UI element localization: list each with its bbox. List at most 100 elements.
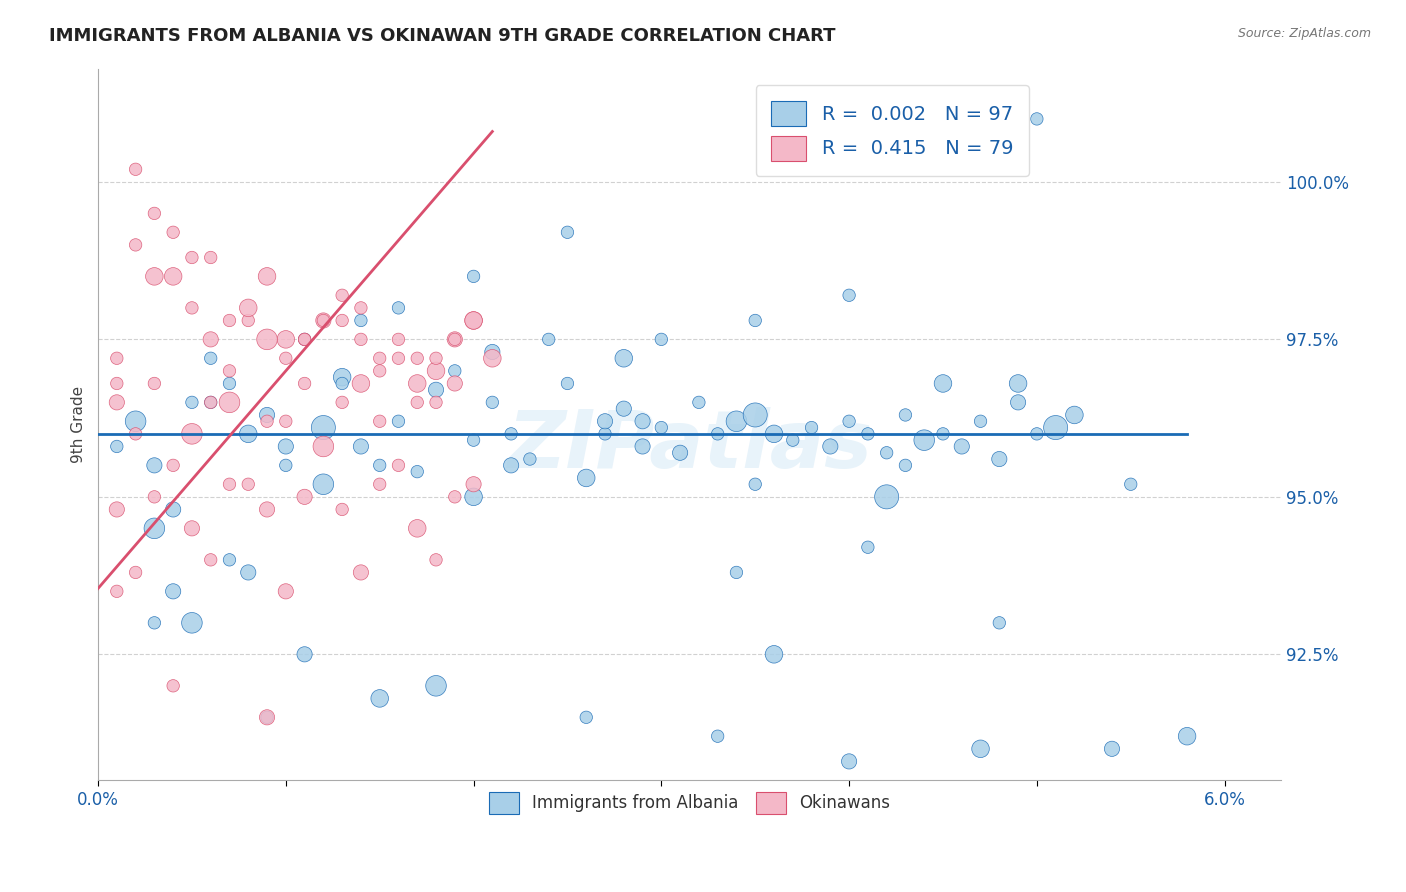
Point xyxy=(876,446,898,460)
Point xyxy=(425,553,447,567)
Point xyxy=(124,426,146,441)
Point xyxy=(406,395,429,409)
Point xyxy=(368,477,391,491)
Point xyxy=(387,414,409,428)
Point xyxy=(368,351,391,366)
Point xyxy=(593,426,616,441)
Point xyxy=(200,351,222,366)
Point xyxy=(443,376,465,391)
Point xyxy=(387,301,409,315)
Point xyxy=(988,452,1011,467)
Point xyxy=(238,566,260,580)
Point xyxy=(105,376,128,391)
Point xyxy=(425,395,447,409)
Point xyxy=(218,477,240,491)
Point xyxy=(294,332,316,346)
Point xyxy=(238,477,260,491)
Point xyxy=(501,458,523,473)
Point xyxy=(350,313,373,327)
Point xyxy=(932,426,955,441)
Point xyxy=(443,490,465,504)
Point xyxy=(463,433,485,447)
Point xyxy=(238,313,260,327)
Point xyxy=(425,383,447,397)
Point xyxy=(350,332,373,346)
Point xyxy=(613,401,636,416)
Point xyxy=(218,553,240,567)
Point xyxy=(631,440,654,454)
Point xyxy=(218,364,240,378)
Point xyxy=(368,458,391,473)
Point xyxy=(274,458,297,473)
Point xyxy=(443,332,465,346)
Point xyxy=(256,408,278,422)
Point xyxy=(294,332,316,346)
Point xyxy=(330,502,353,516)
Point xyxy=(932,376,955,391)
Point xyxy=(650,420,672,434)
Point xyxy=(1175,729,1198,743)
Point xyxy=(838,414,860,428)
Text: Source: ZipAtlas.com: Source: ZipAtlas.com xyxy=(1237,27,1371,40)
Point xyxy=(181,251,204,265)
Point xyxy=(425,679,447,693)
Point xyxy=(350,376,373,391)
Point xyxy=(294,332,316,346)
Point xyxy=(706,426,728,441)
Point xyxy=(330,313,353,327)
Point xyxy=(912,433,935,447)
Point xyxy=(368,414,391,428)
Point xyxy=(613,351,636,366)
Y-axis label: 9th Grade: 9th Grade xyxy=(72,386,86,463)
Point xyxy=(181,521,204,535)
Point xyxy=(350,440,373,454)
Point xyxy=(256,710,278,724)
Point xyxy=(312,420,335,434)
Point xyxy=(463,490,485,504)
Point xyxy=(800,420,823,434)
Point xyxy=(274,351,297,366)
Point xyxy=(725,414,748,428)
Point xyxy=(312,313,335,327)
Point xyxy=(124,162,146,177)
Point xyxy=(1007,395,1029,409)
Point xyxy=(425,364,447,378)
Point xyxy=(162,502,184,516)
Point xyxy=(762,426,785,441)
Point xyxy=(1063,408,1085,422)
Point xyxy=(387,458,409,473)
Point xyxy=(463,477,485,491)
Point xyxy=(744,477,766,491)
Point xyxy=(143,376,166,391)
Point xyxy=(181,615,204,630)
Point xyxy=(406,376,429,391)
Point xyxy=(330,395,353,409)
Point xyxy=(463,313,485,327)
Point xyxy=(124,238,146,252)
Point xyxy=(501,426,523,441)
Point xyxy=(688,395,710,409)
Point xyxy=(218,395,240,409)
Point xyxy=(105,351,128,366)
Point xyxy=(312,477,335,491)
Point xyxy=(969,741,991,756)
Point xyxy=(1119,477,1142,491)
Point xyxy=(350,301,373,315)
Point xyxy=(368,691,391,706)
Point xyxy=(443,332,465,346)
Point xyxy=(856,426,879,441)
Point xyxy=(744,408,766,422)
Point xyxy=(894,408,917,422)
Point xyxy=(256,414,278,428)
Point xyxy=(557,376,579,391)
Point xyxy=(181,426,204,441)
Point xyxy=(143,490,166,504)
Point xyxy=(1007,376,1029,391)
Point xyxy=(143,206,166,220)
Point xyxy=(200,395,222,409)
Point xyxy=(820,440,842,454)
Point xyxy=(537,332,560,346)
Point xyxy=(238,301,260,315)
Point xyxy=(631,414,654,428)
Text: IMMIGRANTS FROM ALBANIA VS OKINAWAN 9TH GRADE CORRELATION CHART: IMMIGRANTS FROM ALBANIA VS OKINAWAN 9TH … xyxy=(49,27,835,45)
